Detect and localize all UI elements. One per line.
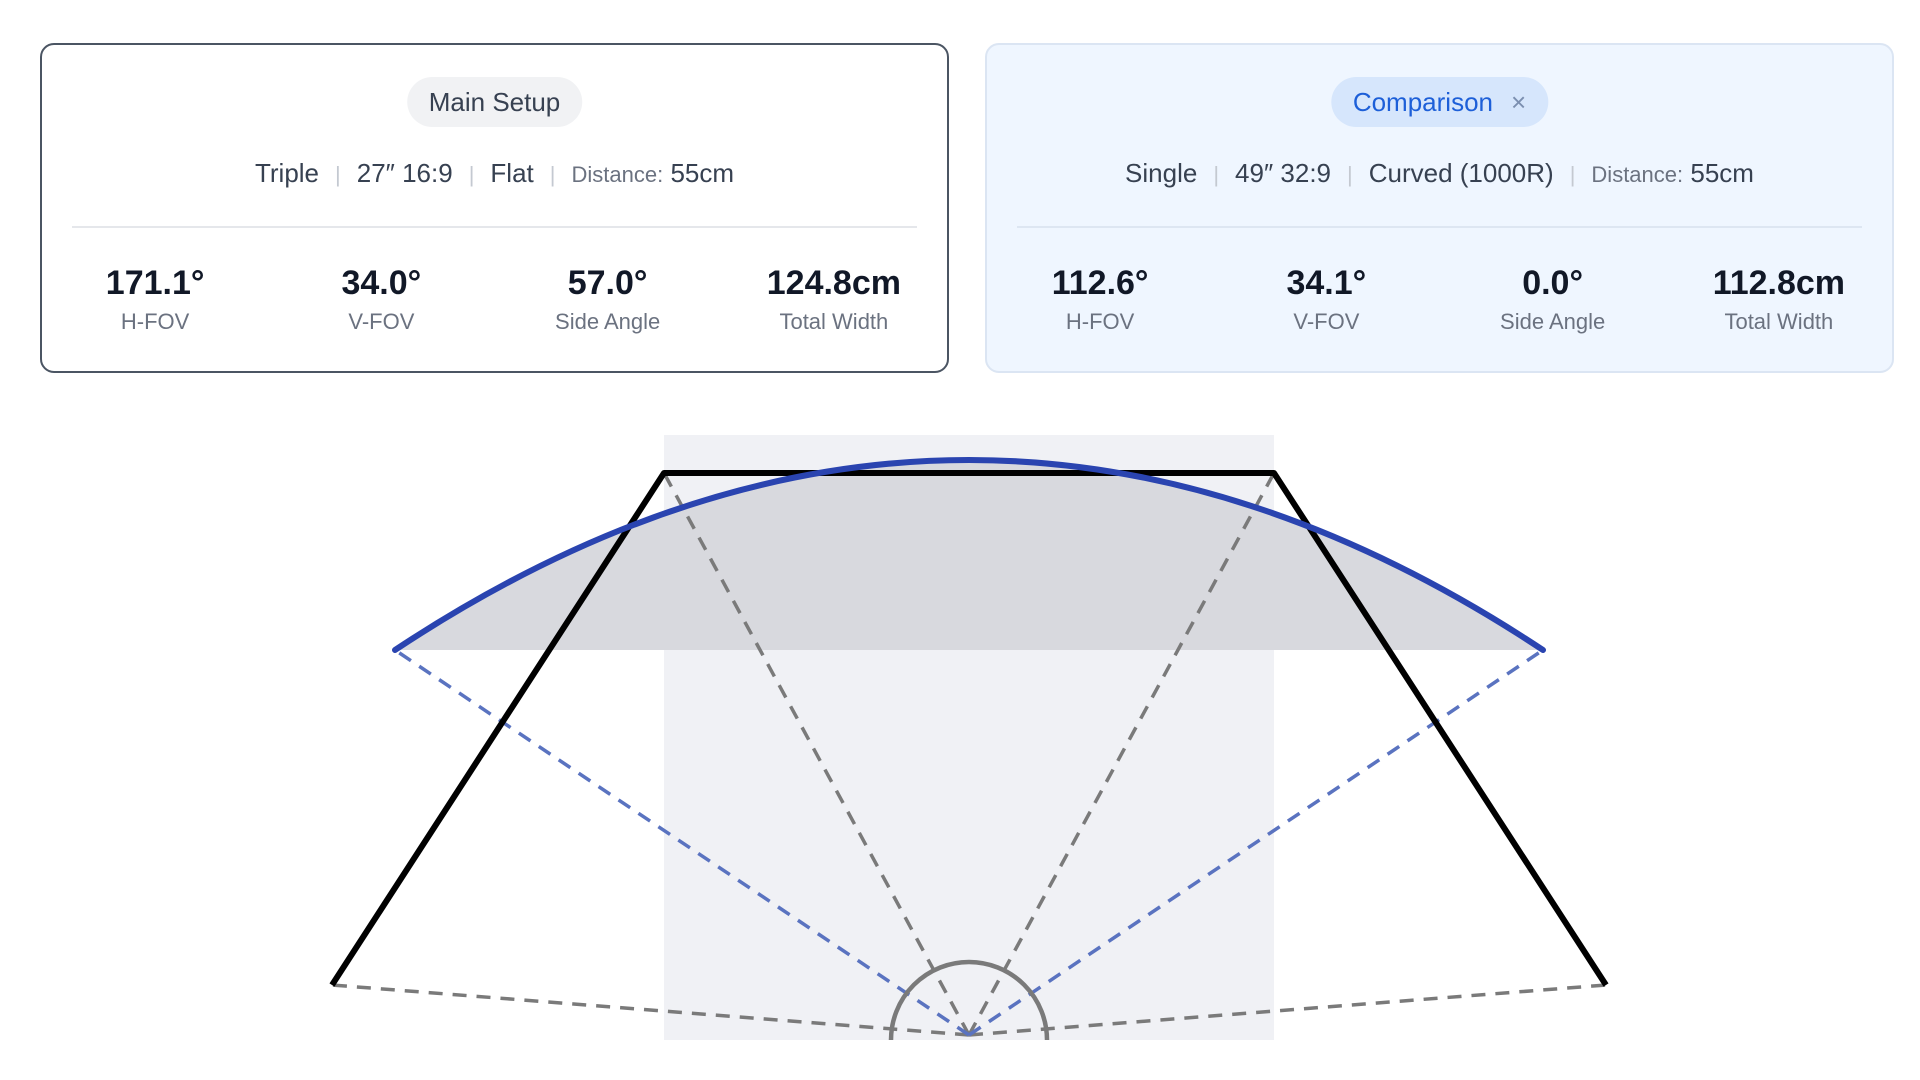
close-icon[interactable]: × [1510, 87, 1527, 117]
comparison-badge: Comparison × [1330, 77, 1549, 127]
main-stat-hfov: 171.1° H-FOV [42, 263, 268, 335]
spec-separator: | [1347, 162, 1353, 187]
viewer-head [888, 959, 1050, 1041]
main-setup-badge: Main Setup [406, 77, 583, 127]
main-stats: 171.1° H-FOV 34.0° V-FOV 57.0° Side Angl… [42, 263, 947, 335]
stat-label: Total Width [1724, 309, 1834, 334]
comparison-view-rays [394, 648, 1544, 1037]
comparison-spec: Single | 49″ 32:9 | Curved (1000R) | Dis… [987, 158, 1892, 189]
cmp-stat-hfov: 112.6° H-FOV [987, 263, 1213, 335]
stat-value: 171.1° [105, 264, 205, 302]
comparison-curved-monitor [392, 457, 1546, 653]
cmp-distance-value: 55cm [1690, 158, 1754, 188]
main-config-size: 27″ 16:9 [356, 158, 453, 188]
stat-label: Side Angle [555, 309, 661, 334]
stat-label: V-FOV [348, 309, 415, 334]
stat-label: H-FOV [120, 309, 190, 334]
main-setup-title: Main Setup [428, 86, 561, 117]
main-distance-label: Distance: [571, 162, 664, 187]
spec-separator: | [468, 162, 475, 187]
stat-label: H-FOV [1065, 309, 1135, 334]
cmp-stat-side-angle: 0.0° Side Angle [1440, 263, 1666, 335]
cmp-stat-total-width: 112.8cm Total Width [1666, 263, 1892, 335]
main-setup-card: Main Setup Triple | 27″ 16:9 | Flat | Di… [40, 43, 949, 373]
comparison-card: Comparison × Single | 49″ 32:9 | Curved … [985, 43, 1894, 373]
stat-value: 112.6° [1051, 264, 1149, 302]
stat-value: 34.0° [341, 264, 422, 302]
cmp-distance-label: Distance: [1591, 162, 1684, 187]
stat-label: V-FOV [1293, 309, 1360, 334]
stat-value: 34.1° [1286, 264, 1367, 302]
main-config-count: Triple [254, 158, 320, 188]
cmp-config-size: 49″ 32:9 [1235, 158, 1331, 188]
spec-separator: | [549, 162, 556, 187]
cmp-stat-vfov: 34.1° V-FOV [1213, 263, 1439, 335]
main-config-curve: Flat [490, 158, 534, 188]
stat-value: 0.0° [1522, 264, 1584, 302]
stat-value: 124.8cm [766, 264, 901, 302]
stat-value: 112.8cm [1712, 264, 1846, 302]
main-setup-monitors [329, 470, 1609, 987]
spec-separator: | [1569, 162, 1576, 187]
spec-separator: | [1213, 162, 1220, 187]
main-stat-side-angle: 57.0° Side Angle [495, 263, 721, 335]
stat-value: 57.0° [567, 264, 648, 302]
stat-label: Side Angle [1500, 309, 1606, 334]
spec-separator: | [335, 162, 341, 187]
card-divider [1017, 226, 1862, 228]
main-stat-vfov: 34.0° V-FOV [268, 263, 494, 335]
stat-label: Total Width [779, 309, 889, 334]
cmp-config-count: Single [1125, 158, 1198, 188]
main-view-rays [331, 472, 1607, 1037]
main-distance-value: 55cm [670, 158, 735, 188]
comparison-stats: 112.6° H-FOV 34.1° V-FOV 0.0° Side Angle… [987, 263, 1892, 335]
main-stat-total-width: 124.8cm Total Width [721, 263, 947, 335]
main-setup-spec: Triple | 27″ 16:9 | Flat | Distance: 55c… [42, 158, 947, 189]
card-divider [72, 226, 917, 228]
cmp-config-curve: Curved (1000R) [1368, 158, 1554, 188]
comparison-title: Comparison [1352, 86, 1493, 117]
